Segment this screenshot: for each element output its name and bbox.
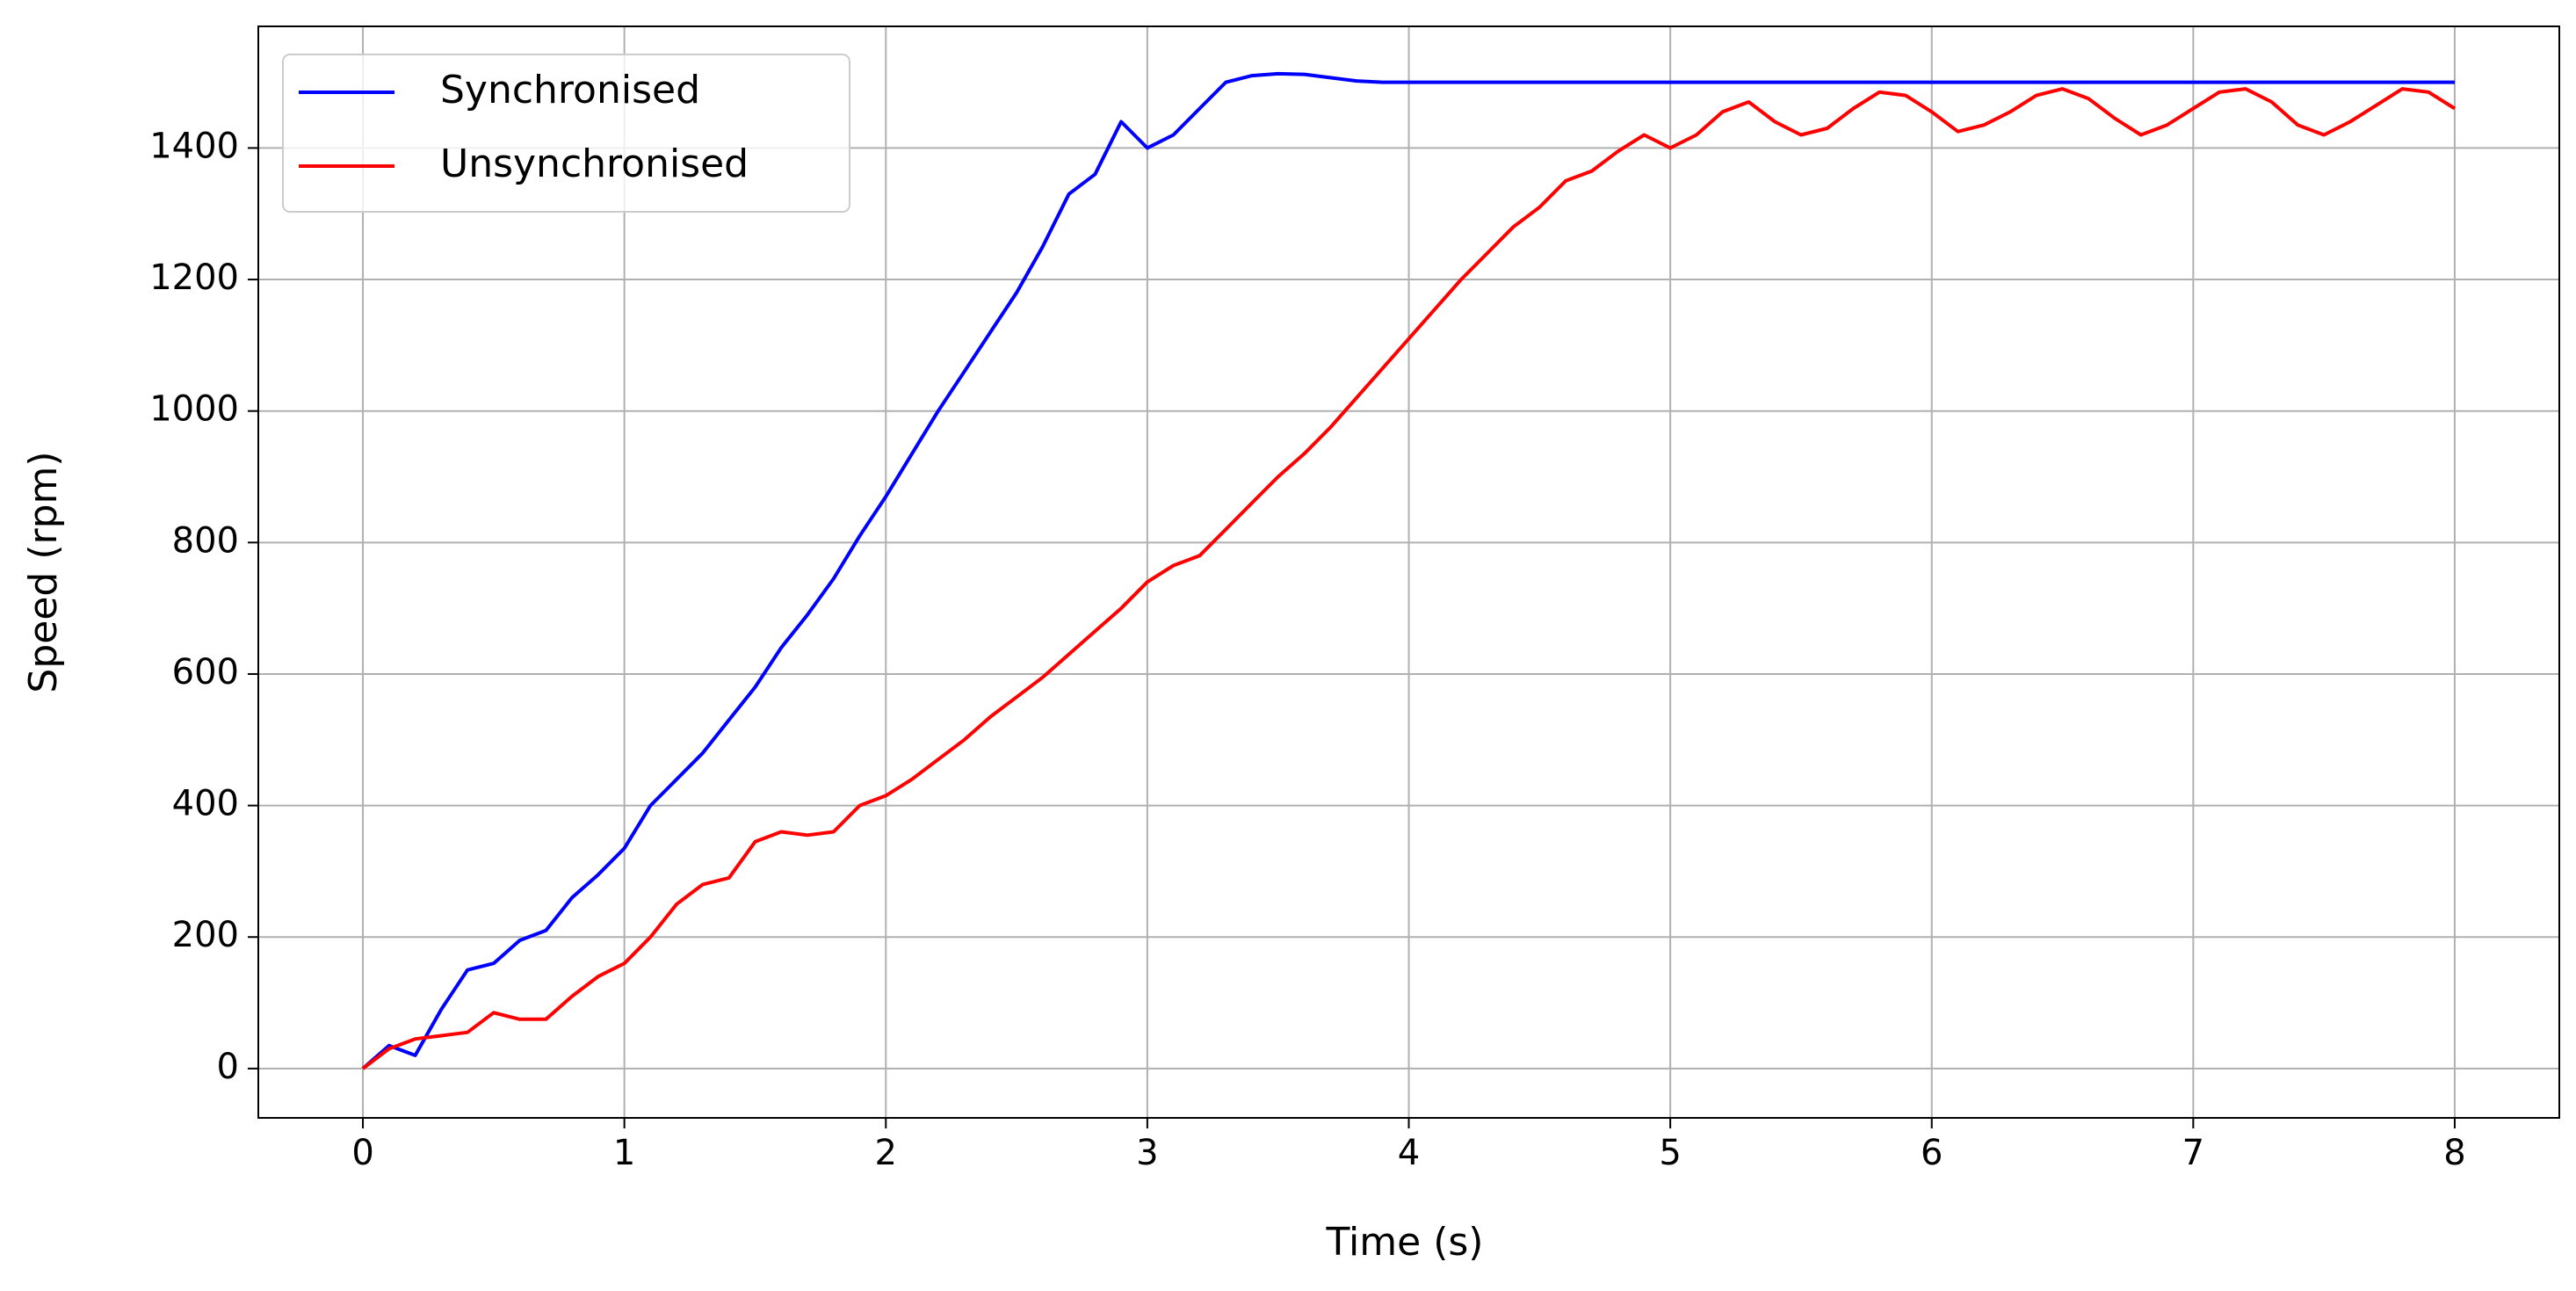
x-tick-label: 8	[2443, 1133, 2465, 1173]
legend-label: Synchronised	[440, 68, 700, 112]
x-tick-label: 4	[1398, 1133, 1420, 1173]
x-tick-label: 2	[875, 1133, 897, 1173]
y-tick-label: 200	[172, 915, 239, 955]
series-line	[361, 71, 2455, 1070]
x-axis-label: Time (s)	[1326, 1220, 1484, 1265]
legend-label: Unsynchronised	[440, 141, 749, 186]
x-tick-label: 7	[2182, 1133, 2204, 1173]
y-tick-label: 1000	[149, 389, 239, 430]
series-line	[361, 87, 2457, 1070]
legend-box	[282, 54, 850, 213]
x-tick-label: 5	[1659, 1133, 1681, 1173]
x-tick-label: 1	[613, 1133, 635, 1173]
plot-frame	[257, 25, 2560, 1119]
y-tick-label: 800	[172, 520, 239, 561]
x-tick-label: 3	[1136, 1133, 1158, 1173]
x-tick-label: 0	[351, 1133, 373, 1173]
y-tick-label: 1400	[149, 126, 239, 166]
y-tick-label: 600	[172, 652, 239, 693]
y-tick-label: 1200	[149, 257, 239, 298]
y-axis-label: Speed (rpm)	[21, 451, 66, 693]
y-tick-label: 400	[172, 784, 239, 824]
x-tick-label: 6	[1921, 1133, 1943, 1173]
y-tick-label: 0	[217, 1047, 239, 1087]
